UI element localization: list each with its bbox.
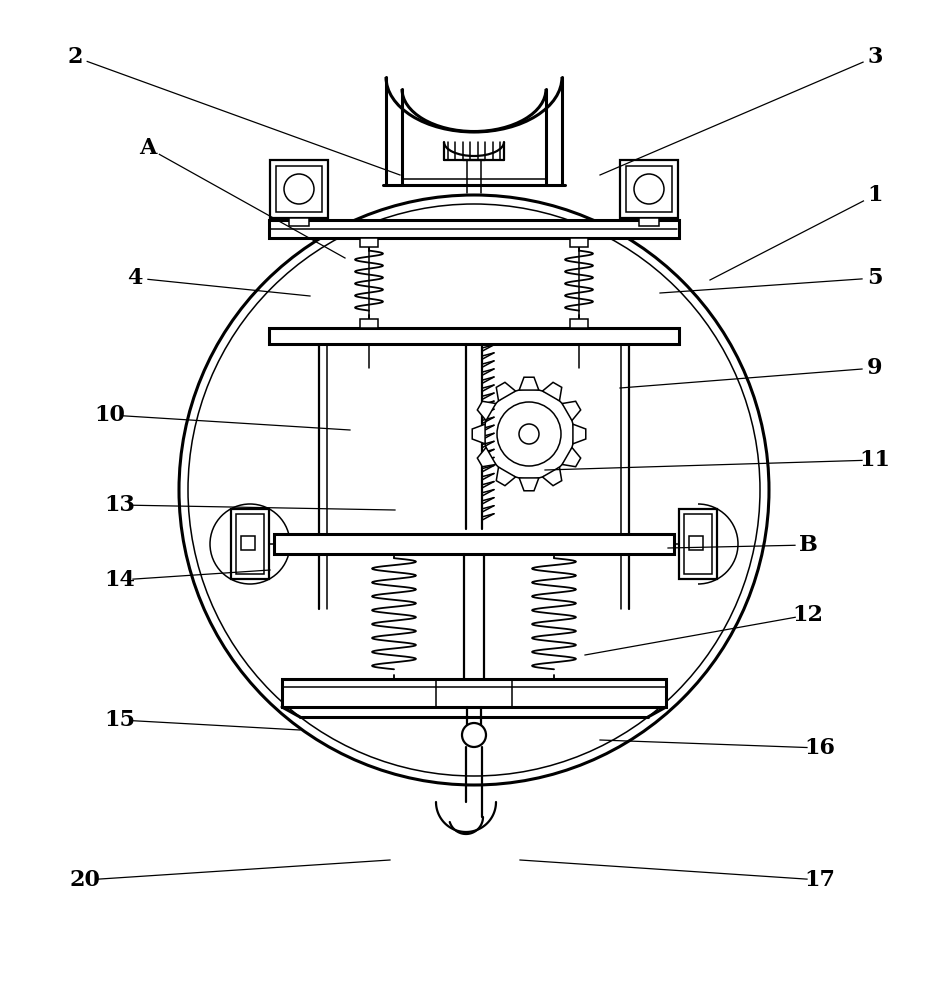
Text: 10: 10 xyxy=(95,404,125,426)
Polygon shape xyxy=(478,447,496,467)
Bar xyxy=(626,166,672,212)
Text: 2: 2 xyxy=(67,46,82,68)
Bar xyxy=(360,238,378,247)
Circle shape xyxy=(634,174,664,204)
Text: 11: 11 xyxy=(860,449,890,471)
Text: B: B xyxy=(798,534,817,556)
Bar xyxy=(289,218,309,226)
Polygon shape xyxy=(542,467,562,486)
Text: 9: 9 xyxy=(867,357,883,379)
Bar xyxy=(679,509,717,579)
Text: 3: 3 xyxy=(867,46,883,68)
Polygon shape xyxy=(520,478,538,491)
Polygon shape xyxy=(478,401,496,421)
Bar xyxy=(241,536,255,550)
Polygon shape xyxy=(520,377,538,390)
Text: 5: 5 xyxy=(867,267,883,289)
Text: 17: 17 xyxy=(805,869,835,891)
Bar xyxy=(231,509,269,579)
Bar xyxy=(274,534,674,554)
Text: 4: 4 xyxy=(127,267,143,289)
Text: A: A xyxy=(139,137,156,159)
Circle shape xyxy=(519,424,539,444)
Polygon shape xyxy=(573,424,586,444)
Circle shape xyxy=(179,195,769,785)
Bar xyxy=(639,218,659,226)
Polygon shape xyxy=(562,447,581,467)
Text: 12: 12 xyxy=(793,604,824,626)
Text: 16: 16 xyxy=(805,737,835,759)
Bar xyxy=(689,536,703,550)
Text: 14: 14 xyxy=(104,569,136,591)
Polygon shape xyxy=(496,467,516,486)
Text: 20: 20 xyxy=(69,869,100,891)
Circle shape xyxy=(497,402,561,466)
Polygon shape xyxy=(542,382,562,401)
Bar xyxy=(282,679,666,707)
Polygon shape xyxy=(562,401,581,421)
Bar xyxy=(236,514,264,574)
Text: 1: 1 xyxy=(867,184,883,206)
Polygon shape xyxy=(496,382,516,401)
Bar xyxy=(276,166,322,212)
Text: 15: 15 xyxy=(104,709,136,731)
Bar xyxy=(269,220,679,238)
Bar xyxy=(270,160,328,218)
Circle shape xyxy=(462,723,486,747)
Bar xyxy=(360,319,378,328)
Bar xyxy=(570,319,588,328)
Bar xyxy=(684,514,712,574)
Bar xyxy=(269,328,679,344)
Circle shape xyxy=(284,174,314,204)
Bar xyxy=(620,160,678,218)
Circle shape xyxy=(484,389,574,479)
Text: 13: 13 xyxy=(104,494,136,516)
Bar xyxy=(570,238,588,247)
Polygon shape xyxy=(472,424,485,444)
